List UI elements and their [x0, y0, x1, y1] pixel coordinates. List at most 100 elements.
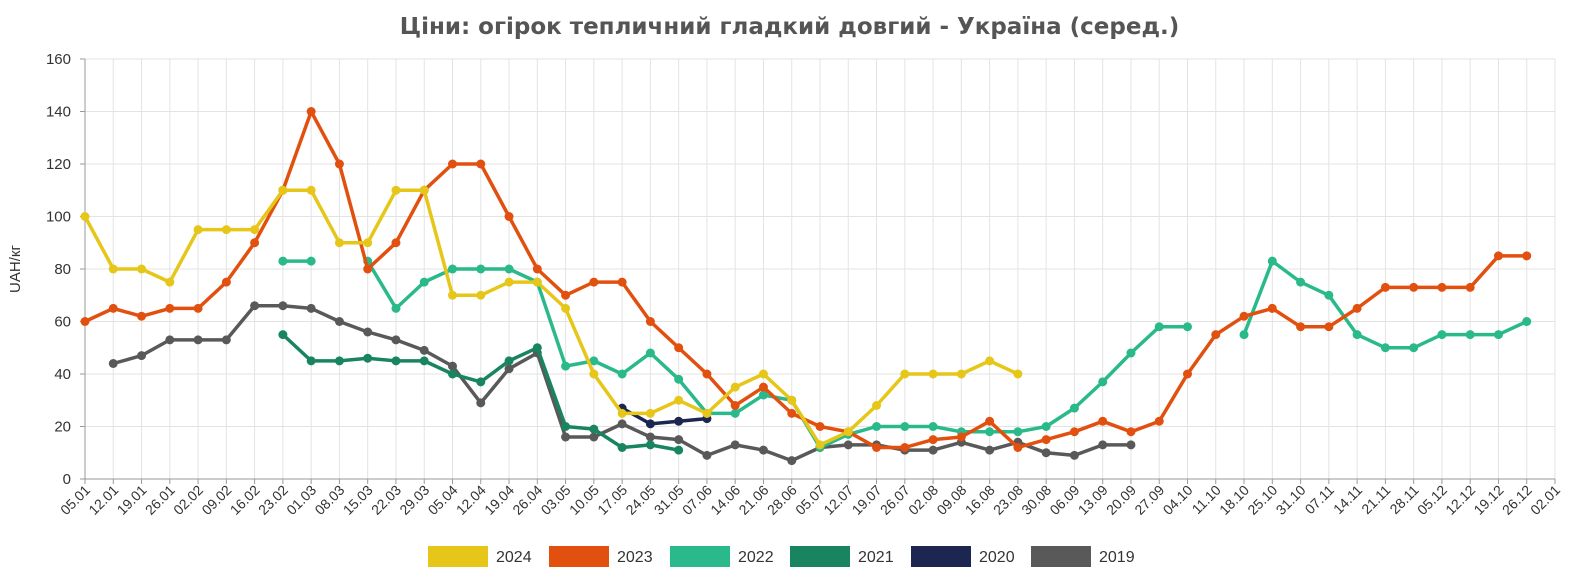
- legend: 2024 2023 2022 2021 2020 2019: [428, 546, 1135, 567]
- data-point-2024: [702, 408, 712, 418]
- data-point-2022: [1154, 322, 1164, 332]
- x-tick-label: 12.01: [85, 482, 121, 518]
- x-tick-label: 21.06: [735, 482, 771, 518]
- data-point-2022: [1098, 377, 1108, 387]
- y-tick-label: 160: [46, 51, 71, 68]
- data-point-2024: [872, 401, 882, 410]
- data-point-2019: [334, 317, 344, 326]
- data-point-2022: [928, 422, 938, 431]
- data-point-2023: [1211, 330, 1221, 340]
- data-point-2019: [843, 440, 853, 450]
- data-point-2023: [504, 212, 514, 221]
- x-tick-label: 19.12: [1470, 482, 1506, 518]
- data-point-2019: [617, 419, 627, 429]
- data-point-2023: [815, 422, 825, 431]
- data-point-2021: [448, 369, 457, 379]
- series-line-2024: [83, 188, 1020, 447]
- x-tick-label: 02.02: [170, 482, 206, 518]
- data-point-2023: [1296, 322, 1306, 332]
- series-line-2023: [83, 109, 1529, 450]
- data-point-2019: [589, 432, 599, 442]
- x-tick-label: 13.09: [1075, 482, 1111, 518]
- x-tick-label: 02.01: [1527, 482, 1563, 518]
- data-point-2024: [674, 395, 684, 405]
- data-point-2022: [278, 256, 288, 266]
- data-point-2023: [617, 277, 627, 287]
- data-point-2019: [419, 345, 429, 355]
- legend-label: 2021: [858, 549, 894, 566]
- data-point-2023: [702, 369, 712, 379]
- data-point-2020: [674, 416, 684, 426]
- data-point-2023: [250, 238, 260, 248]
- data-point-2022: [1465, 330, 1475, 340]
- data-point-2022: [391, 303, 401, 313]
- data-point-2021: [278, 330, 288, 340]
- legend-label: 2023: [617, 549, 653, 566]
- legend-swatch: [911, 546, 971, 567]
- data-point-2023: [165, 303, 175, 313]
- x-tick-label: 30.08: [1018, 482, 1054, 518]
- data-point-2022: [1239, 330, 1249, 340]
- x-tick-label: 10.05: [566, 482, 602, 518]
- data-point-2022: [1069, 403, 1079, 413]
- data-point-2021: [674, 445, 684, 455]
- data-point-2023: [674, 343, 684, 353]
- legend-swatch: [1031, 546, 1091, 567]
- data-point-2022: [1126, 348, 1136, 358]
- data-point-2023: [1380, 282, 1390, 292]
- legend-item-2021: 2021: [790, 546, 894, 567]
- data-point-2019: [758, 445, 768, 455]
- x-tick-label: 15.03: [340, 482, 376, 518]
- x-tick-label: 05.07: [792, 482, 828, 518]
- data-point-2024: [645, 408, 655, 418]
- data-point-2022: [872, 422, 882, 431]
- data-point-2024: [843, 427, 853, 437]
- data-point-2023: [730, 401, 740, 410]
- data-point-2023: [1013, 443, 1023, 452]
- legend-item-2022: 2022: [670, 546, 774, 567]
- data-point-2022: [1409, 343, 1419, 353]
- data-point-2023: [1069, 427, 1079, 437]
- data-point-2023: [532, 264, 542, 274]
- data-point-2023: [1239, 311, 1249, 321]
- data-point-2021: [363, 353, 373, 363]
- data-point-2023: [561, 290, 571, 300]
- data-point-2022: [617, 369, 627, 379]
- x-tick-label: 19.04: [481, 482, 517, 518]
- data-point-2022: [306, 256, 316, 266]
- data-point-2019: [193, 335, 203, 345]
- data-point-2024: [221, 225, 231, 235]
- x-tick-label: 29.03: [396, 482, 432, 518]
- data-point-2019: [1041, 448, 1051, 458]
- series-2024: [80, 185, 1023, 450]
- y-tick-label: 40: [54, 366, 71, 383]
- data-point-2024: [165, 277, 175, 287]
- data-point-2024: [1013, 369, 1023, 379]
- x-tick-label: 28.06: [764, 482, 800, 518]
- x-tick-label: 25.10: [1244, 482, 1280, 518]
- x-tick-label: 05.12: [1414, 482, 1450, 518]
- x-tick-label: 24.05: [622, 482, 658, 518]
- data-point-2022: [758, 390, 768, 400]
- data-point-2023: [137, 311, 147, 321]
- data-point-2023: [1126, 427, 1136, 437]
- x-tick-label: 17.05: [594, 482, 630, 518]
- data-point-2019: [928, 445, 938, 455]
- data-point-2019: [221, 335, 231, 345]
- data-point-2024: [730, 382, 740, 392]
- data-point-2019: [137, 351, 147, 361]
- series-2021: [278, 330, 684, 455]
- data-point-2023: [1409, 282, 1419, 292]
- data-point-2019: [702, 450, 712, 460]
- data-point-2019: [165, 335, 175, 345]
- data-point-2022: [1296, 277, 1306, 287]
- x-tick-label: 23.08: [990, 482, 1026, 518]
- x-tick-label: 26.12: [1499, 482, 1535, 518]
- data-point-2024: [900, 369, 910, 379]
- data-point-2024: [419, 185, 429, 195]
- x-tick-label: 27.09: [1131, 482, 1167, 518]
- data-point-2024: [306, 185, 316, 195]
- x-tick-label: 20.09: [1103, 482, 1139, 518]
- legend-swatch: [670, 546, 730, 567]
